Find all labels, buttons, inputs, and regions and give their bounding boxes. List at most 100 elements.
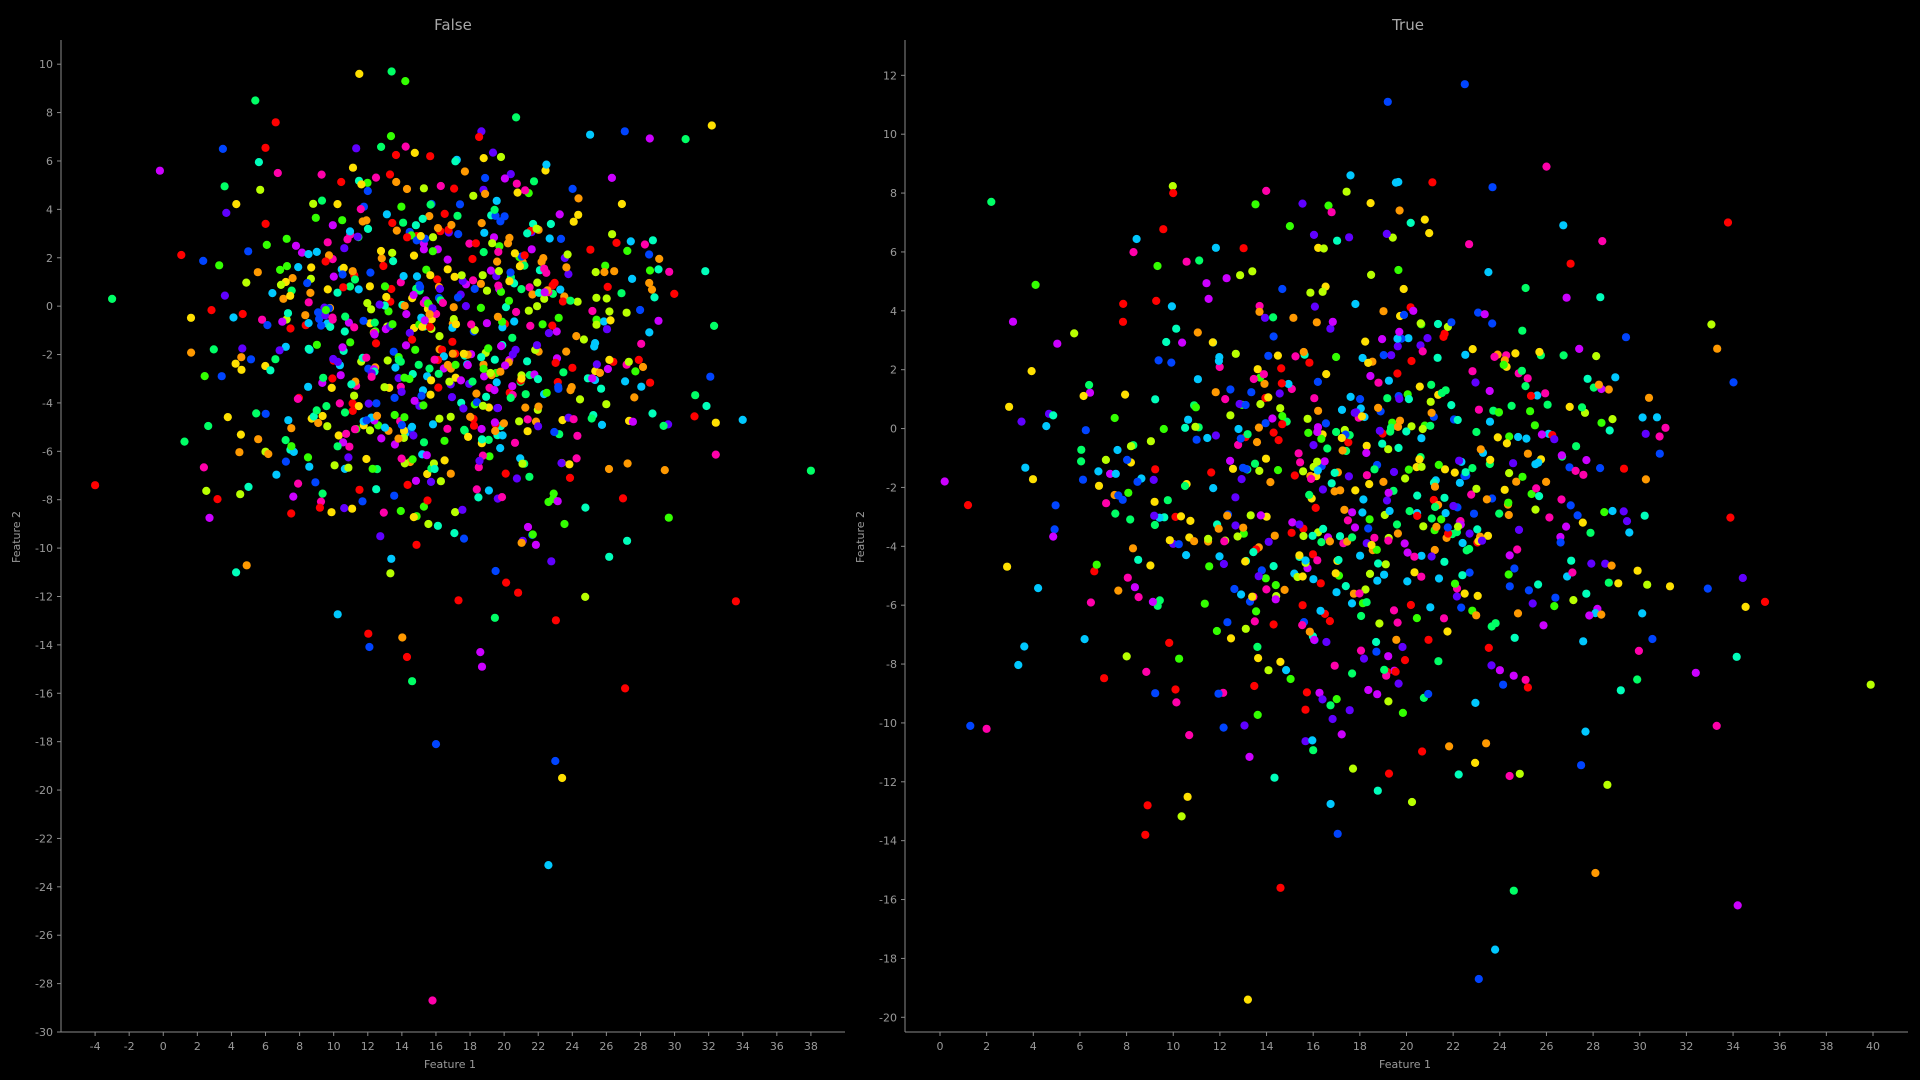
scatter-point <box>278 317 287 326</box>
scatter-point <box>491 566 500 576</box>
scatter-point <box>1488 183 1497 192</box>
scatter-point <box>1332 352 1341 362</box>
scatter-point <box>1277 364 1286 373</box>
scatter-point <box>1513 545 1522 554</box>
scatter-point <box>1027 367 1036 376</box>
scatter-point <box>515 262 525 271</box>
scatter-point <box>363 299 372 308</box>
scatter-point <box>314 308 323 317</box>
scatter-point <box>1246 511 1255 520</box>
scatter-point <box>1211 243 1220 252</box>
scatter-point <box>304 319 313 328</box>
scatter-point <box>496 367 505 376</box>
scatter-point <box>383 356 392 365</box>
scatter-point-outlier <box>1509 886 1518 895</box>
scatter-point-outlier <box>1866 680 1875 689</box>
scatter-point <box>1484 643 1493 653</box>
scatter-point <box>1014 660 1023 670</box>
scatter-point <box>1348 533 1357 542</box>
scatter-point <box>430 355 439 364</box>
scatter-point <box>256 185 265 194</box>
scatter-point <box>1220 537 1229 546</box>
scatter-point <box>283 309 293 318</box>
scatter-point <box>363 224 373 233</box>
scatter-point-outlier <box>987 197 996 206</box>
scatter-point <box>440 209 449 218</box>
scatter-point <box>252 409 261 418</box>
scatter-point <box>1313 466 1322 475</box>
scatter-point <box>647 285 657 294</box>
scatter-point-outlier <box>806 466 816 475</box>
scatter-point <box>691 391 700 400</box>
x-tick-label: 6 <box>1076 1040 1083 1053</box>
scatter-point <box>1291 352 1300 361</box>
scatter-point <box>303 279 312 288</box>
y-tick-label: 12 <box>883 69 897 82</box>
scatter-point <box>303 453 313 462</box>
scatter-point <box>655 254 664 263</box>
scatter-point <box>588 306 597 316</box>
scatter-point <box>486 266 495 275</box>
scatter-point <box>1522 434 1531 443</box>
scatter-point <box>459 404 468 413</box>
scatter-point <box>1017 417 1026 426</box>
scatter-point <box>1432 522 1441 532</box>
scatter-point-outlier <box>1143 801 1152 810</box>
scatter-point <box>1495 666 1504 675</box>
scatter-point <box>317 196 327 205</box>
scatter-point <box>1416 319 1425 328</box>
scatter-point <box>1228 464 1238 473</box>
scatter-point <box>377 142 386 151</box>
scatter-point <box>1241 557 1250 566</box>
scatter-point <box>1268 414 1277 423</box>
scatter-point <box>533 375 543 384</box>
scatter-point <box>1569 596 1578 605</box>
scatter-point <box>401 142 410 151</box>
scatter-point <box>492 196 501 205</box>
scatter-point <box>479 154 488 163</box>
scatter-point <box>232 200 241 209</box>
scatter-point <box>1151 395 1160 404</box>
scatter-point <box>409 290 418 300</box>
scatter-point <box>1086 598 1095 607</box>
scatter-point <box>710 321 719 330</box>
scatter-point <box>364 399 373 408</box>
scatter-point <box>354 402 363 411</box>
x-tick-label: 16 <box>429 1040 443 1053</box>
scatter-point <box>1219 559 1228 569</box>
scatter-point <box>472 398 481 407</box>
scatter-point <box>1559 351 1568 360</box>
scatter-point <box>484 344 493 353</box>
scatter-point-outlier <box>1491 945 1500 954</box>
y-tick-label: 2 <box>46 252 53 265</box>
scatter-point <box>540 288 549 297</box>
scatter-point <box>372 399 381 408</box>
scatter-point <box>1230 584 1239 594</box>
scatter-point <box>1342 187 1351 196</box>
scatter-point <box>506 170 515 179</box>
scatter-point <box>1449 501 1458 511</box>
scatter-point <box>1182 551 1191 560</box>
scatter-point <box>215 261 224 270</box>
scatter-point <box>346 338 355 347</box>
scatter-point <box>1365 515 1374 524</box>
scatter-point-outlier <box>1169 189 1178 198</box>
scatter-point <box>1504 498 1513 507</box>
scatter-point <box>1452 592 1461 601</box>
scatter-point <box>1551 593 1560 602</box>
scatter-point-outlier <box>355 69 364 78</box>
scatter-point <box>345 227 355 236</box>
scatter-point <box>1309 230 1319 239</box>
scatter-point <box>1485 386 1494 396</box>
scatter-point <box>1472 484 1481 493</box>
scatter-point <box>425 310 434 319</box>
scatter-point <box>1308 550 1318 559</box>
y-tick-label: 0 <box>890 423 897 436</box>
scatter-point <box>392 226 401 235</box>
y-tick-label: -20 <box>879 1011 897 1024</box>
scatter-point <box>440 436 449 445</box>
scatter-point <box>545 234 554 243</box>
scatter-point <box>1445 742 1454 751</box>
scatter-point <box>654 316 663 325</box>
scatter-point <box>581 503 590 512</box>
